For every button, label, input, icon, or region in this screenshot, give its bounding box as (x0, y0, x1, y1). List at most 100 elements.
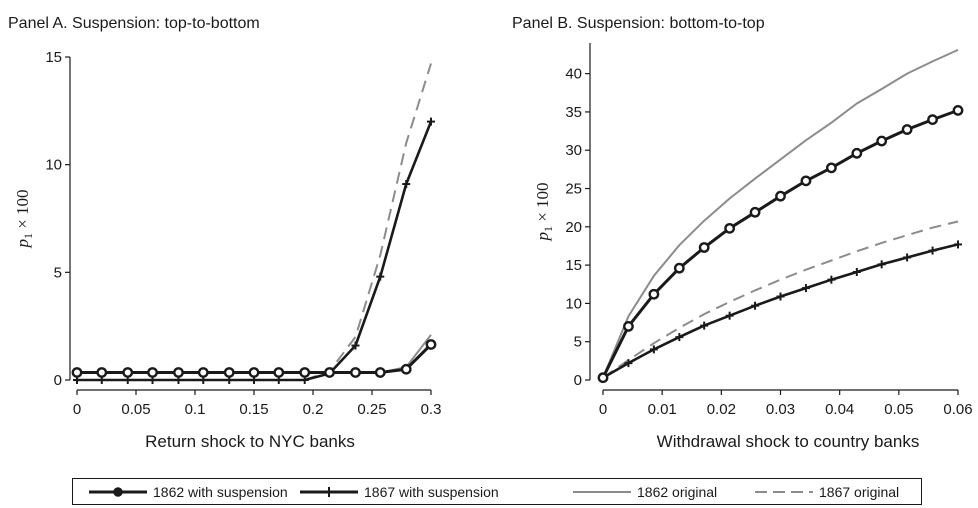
svg-text:p1 × 100: p1 × 100 (533, 182, 555, 241)
legend-item-1862-with-suspension: 1862 with suspension (87, 483, 297, 501)
panel-b-x-tick-label: 0.06 (943, 401, 972, 418)
legend-label: 1862 with suspension (153, 484, 288, 500)
panel-b-point-1862-with-suspension (851, 147, 863, 159)
figure: Panel A. Suspension: top-to-bottom Retur… (8, 15, 973, 451)
panel-b-point-1867-with-suspension (700, 321, 709, 330)
panel-b-point-1862-with-suspension (648, 288, 660, 300)
svg-text:p1 × 100: p1 × 100 (13, 189, 35, 248)
panel-a-x-tick-label: 0.25 (357, 401, 386, 418)
panel-a-point-1862-with-suspension (197, 367, 209, 378)
panel-b-line-1862-original (602, 48, 959, 379)
panel-a-line-1862-original (77, 334, 432, 374)
legend-label: 1862 original (637, 484, 718, 500)
panel-a-y-tick-label: 0 (54, 372, 62, 389)
panel-a-point-1862-with-suspension (248, 367, 260, 378)
panel-a: Panel A. Suspension: top-to-bottom Retur… (8, 15, 441, 451)
panel-a-y-tick-label: 5 (54, 264, 62, 281)
panel-a-point-1862-with-suspension (223, 367, 235, 378)
panel-a-x-tick-label: 0 (73, 401, 81, 418)
panel-b-point-1867-with-suspension (928, 246, 937, 255)
panel-b-x-axis-label: Withdrawal shock to country banks (657, 432, 920, 451)
panel-b-y-axis-label: p1 × 100 (533, 182, 555, 241)
panel-b-point-1862-with-suspension (698, 242, 710, 253)
panel-a-point-1862-with-suspension (122, 367, 134, 378)
panel-a-point-1862-with-suspension (400, 363, 412, 375)
panel-b-title: Panel B. Suspension: bottom-to-top (512, 15, 765, 32)
panel-a-x-axis-label: Return shock to NYC banks (145, 432, 355, 451)
panel-a-point-1862-with-suspension (425, 339, 437, 350)
panel-b-y-tick-label: 25 (565, 181, 582, 198)
panel-b-point-1862-with-suspension (876, 135, 888, 147)
panel-b-point-1862-with-suspension (597, 372, 609, 384)
panel-b-point-1867-with-suspension (877, 260, 886, 269)
panel-b-line-1862-with-suspension (601, 108, 959, 379)
legend: 1862 with suspension 1867 with suspensio… (72, 478, 922, 505)
panel-a-point-1862-with-suspension (374, 367, 386, 378)
panel-a-point-1862-with-suspension (324, 367, 335, 378)
panel-a-series-1862-original (77, 334, 432, 374)
legend-item-1867-original: 1867 original (753, 483, 913, 501)
panel-a-point-1862-with-suspension (299, 367, 311, 378)
panel-b-y-tick-label: 0 (574, 372, 582, 389)
panel-b-point-1867-with-suspension (827, 275, 836, 284)
panel-b-point-1862-with-suspension (952, 105, 964, 116)
panel-a-title: Panel A. Suspension: top-to-bottom (8, 15, 260, 32)
panel-a-y-tick-label: 15 (45, 49, 62, 66)
panel-b-point-1862-with-suspension (825, 162, 837, 174)
panel-a-x-tick-label: 0.05 (121, 401, 150, 418)
panel-b-point-1862-with-suspension (800, 175, 812, 187)
panel-a-axes: 0 5 10 15 0 0.05 0.1 0.15 0.2 0.25 0.3 (45, 49, 441, 418)
panel-b-x-tick-label: 0.03 (766, 401, 795, 418)
panel-b-series-1862-with-suspension (597, 105, 964, 384)
panel-a-point-1867-with-suspension (427, 117, 435, 126)
panel-b-series-1867-with-suspension (599, 240, 962, 382)
panel-b-point-1862-with-suspension (901, 124, 913, 135)
panel-b-point-1862-with-suspension (623, 320, 634, 332)
panel-a-point-1862-with-suspension (173, 367, 184, 378)
panel-b-x-tick-label: 0.01 (648, 401, 677, 418)
panel-a-line-1867-original (77, 63, 432, 381)
legend-item-1867-with-suspension: 1867 with suspension (298, 483, 508, 501)
panel-b-point-1867-with-suspension (624, 359, 633, 368)
panel-a-point-1862-with-suspension (96, 367, 108, 378)
panel-b-y-tick-label: 40 (565, 66, 582, 83)
panel-b-point-1862-with-suspension (927, 114, 938, 125)
panel-b-x-tick-label: 0 (599, 401, 607, 418)
panel-a-series (71, 63, 437, 384)
panel-b-point-1867-with-suspension (751, 301, 760, 310)
panel-b-x-tick-label: 0.02 (707, 401, 736, 418)
panel-a-series-1867-original (77, 63, 432, 381)
panel-a-point-1867-with-suspension (402, 180, 411, 189)
panel-b-line-1867-original (602, 220, 959, 379)
panel-b-series-1867-original (602, 220, 959, 379)
legend-swatch-1862-original (573, 491, 631, 493)
panel-a-point-1862-with-suspension (71, 367, 83, 378)
panel-a-x-tick-label: 0.2 (303, 401, 324, 418)
panel-b-point-1867-with-suspension (801, 284, 810, 293)
panel-b-point-1862-with-suspension (775, 190, 786, 202)
legend-label: 1867 with suspension (364, 484, 499, 500)
panel-b-point-1862-with-suspension (673, 262, 685, 274)
panel-b-axes: 0 5 10 15 20 25 30 35 40 0 0.01 0.02 0.03 0.04 0.05 0.0… (565, 43, 973, 418)
legend-swatch-1867-with-suspension (300, 487, 358, 497)
panel-b-y-tick-label: 5 (574, 334, 582, 351)
panel-a-point-1862-with-suspension (350, 367, 361, 378)
panel-a-point-1862-with-suspension (147, 367, 158, 378)
panel-a-y-axis-label: p1 × 100 (13, 189, 35, 248)
panel-a-x-tick-label: 0.1 (185, 401, 206, 418)
legend-label: 1867 original (819, 484, 900, 500)
panel-b-point-1867-with-suspension (954, 240, 962, 249)
panel-a-series-1867-with-suspension (73, 117, 435, 384)
panel-b: Panel B. Suspension: bottom-to-top Withd… (512, 15, 973, 451)
panel-b-point-1867-with-suspension (649, 345, 658, 354)
panel-b-point-1867-with-suspension (725, 311, 734, 320)
panel-a-x-tick-label: 0.3 (421, 401, 442, 418)
panel-b-point-1867-with-suspension (903, 253, 912, 262)
panel-b-x-tick-label: 0.05 (884, 401, 913, 418)
panel-b-x-tick-label: 0.04 (825, 401, 854, 418)
panel-a-series-1862-with-suspension (71, 339, 437, 378)
panel-b-line-1867-with-suspension (602, 243, 959, 379)
panel-b-y-tick-label: 10 (565, 295, 582, 312)
panel-b-series (597, 48, 964, 384)
panel-a-line-1867-with-suspension (77, 121, 433, 382)
